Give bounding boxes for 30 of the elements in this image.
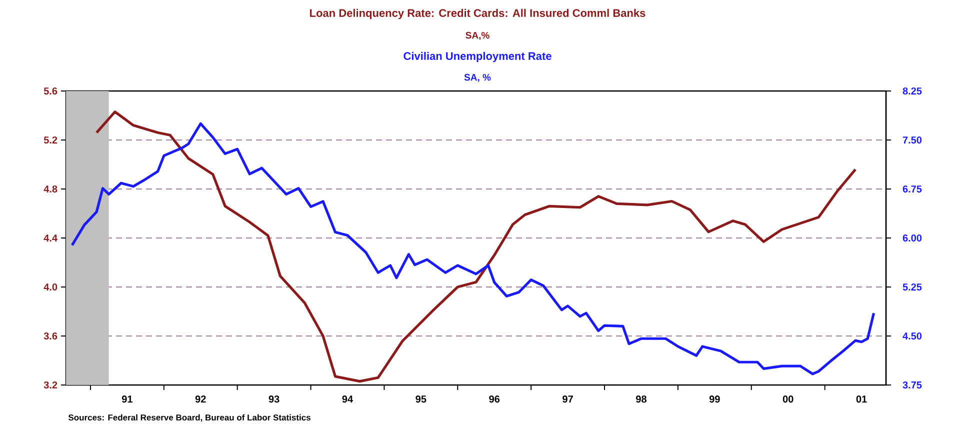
source-note: Sources: Federal Reserve Board, Bureau of Labor Statistics — [68, 414, 310, 422]
y2-tick-label: 6.00 — [902, 234, 922, 242]
x-tick-label: 95 — [416, 396, 426, 403]
x-tick-label: 00 — [782, 396, 794, 403]
x-tick-label: 96 — [489, 396, 500, 403]
text: SA,% — [466, 32, 490, 40]
text: Loan Delinquency Rate: Credit Cards: All Insured Comml Banks — [310, 8, 646, 20]
y2-tick-label: 4.50 — [902, 332, 922, 340]
x-tick-label: 91 — [122, 396, 132, 403]
y2-tick-label: 3.75 — [902, 381, 922, 389]
x-tick-label: 97 — [562, 396, 573, 403]
y2-tick-label: 8.25 — [902, 87, 922, 95]
x-tick-label: 92 — [195, 396, 206, 403]
y-tick-label: 3.2 — [44, 381, 58, 389]
y-tick-label: 3.6 — [44, 332, 58, 340]
y2-tick-label: 5.25 — [902, 283, 922, 291]
x-tick-label: 99 — [709, 396, 720, 403]
x-tick-label: 98 — [636, 396, 646, 403]
x-tick-label: 93 — [268, 396, 280, 403]
y2-tick-label: 6.75 — [902, 185, 922, 193]
y-tick-label: 5.6 — [44, 87, 58, 95]
text: Civilian Unemployment Rate — [404, 52, 552, 62]
y-tick-label: 4.8 — [44, 185, 58, 193]
y-tick-label: 4.0 — [44, 283, 58, 291]
y-tick-label: 5.2 — [44, 136, 58, 144]
y2-tick-label: 7.50 — [902, 136, 922, 144]
y-tick-label: 4.4 — [44, 234, 58, 242]
text: SA, % — [464, 74, 491, 82]
x-tick-label: 94 — [342, 396, 354, 403]
x-tick-label: 01 — [856, 396, 867, 403]
